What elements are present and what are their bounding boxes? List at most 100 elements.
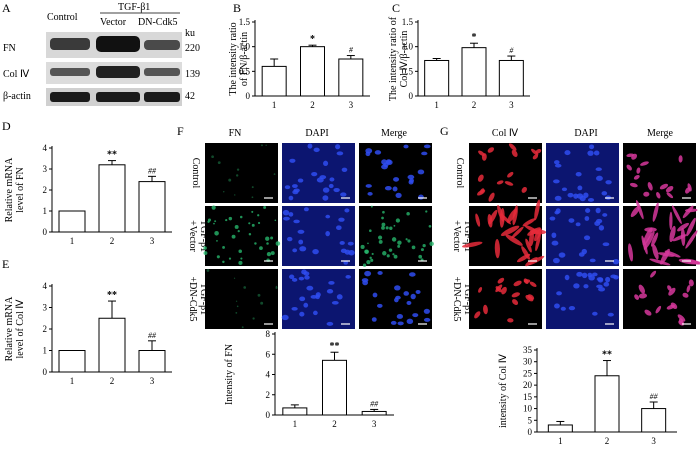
group-tgf-label: TGF-β1 bbox=[118, 2, 150, 13]
chart-b-xtick-label: 2 bbox=[310, 100, 315, 110]
chart-d-ytick-label: 2 bbox=[43, 185, 48, 195]
chart-e-bar bbox=[98, 317, 126, 373]
panel-b-label: B bbox=[233, 1, 241, 15]
chart-f-xtick-label: 1 bbox=[293, 419, 298, 429]
chart-f-bar bbox=[322, 359, 347, 416]
chart-d-xtick-label: 3 bbox=[150, 236, 155, 246]
micrograph bbox=[282, 206, 355, 266]
chart-b-ytick-label: 1.5 bbox=[239, 17, 251, 27]
chart-g-ylabel: intensity of Col Ⅳ bbox=[498, 353, 509, 428]
band-fn-size: 220 bbox=[185, 43, 200, 54]
chart-e-bar bbox=[58, 350, 86, 373]
chart-g-xtick-label: 1 bbox=[558, 436, 563, 444]
chart-g-ytick-label: 0 bbox=[528, 427, 533, 437]
chart-b-ytick-label: 0.5 bbox=[239, 66, 251, 76]
chart-d: 0 1 2 3 4 Relative mRNAlevel of FN 1 2 ** 3 ## bbox=[4, 143, 172, 246]
chart-c-xtick-label: 2 bbox=[472, 100, 477, 110]
chart-c-ytick-label: 1.5 bbox=[402, 17, 414, 27]
chart-f-bar bbox=[282, 407, 308, 416]
chart-g-ytick-label: 20 bbox=[523, 380, 533, 390]
chart-c-bar bbox=[498, 59, 524, 97]
chart-d-bar bbox=[138, 181, 166, 233]
micrograph bbox=[546, 206, 619, 266]
band-fn-label: FN bbox=[3, 43, 16, 54]
chart-e-xtick-label: 2 bbox=[110, 376, 115, 386]
chart-d-xtick-label: 2 bbox=[110, 236, 115, 246]
chart-b-significance: * bbox=[310, 34, 315, 45]
f-col-fn: FN bbox=[229, 128, 242, 139]
chart-c-ylabel: The intensity ratio ofCol Ⅳ/β-actin bbox=[388, 16, 410, 101]
chart-f-ytick-label: 4 bbox=[266, 370, 271, 380]
chart-f-xtick-label: 2 bbox=[332, 419, 337, 429]
g-col-col: Col Ⅳ bbox=[492, 128, 519, 139]
f-col-merge: Merge bbox=[381, 128, 407, 139]
blot-fn bbox=[46, 32, 182, 58]
blot-actin bbox=[46, 88, 182, 106]
chart-f-bar bbox=[361, 410, 387, 416]
chart-g-ytick-label: 35 bbox=[523, 345, 533, 355]
g-row-labels: Control TGF-β1+Vector TGF-β1+DN-Cdk5 bbox=[451, 158, 473, 322]
panel-a-label: A bbox=[2, 1, 11, 15]
chart-b-ytick-label: 0 bbox=[246, 91, 251, 101]
chart-f-ytick-label: 0 bbox=[266, 410, 271, 420]
row-label: TGF-β1+Vector bbox=[451, 220, 473, 253]
panel-f: F FN DAPI Merge Control TGF-β1+Vector TGF-… bbox=[177, 124, 434, 329]
chart-e-bar bbox=[138, 350, 166, 373]
group-vector-label: Vector bbox=[100, 17, 127, 28]
micrograph bbox=[546, 143, 619, 203]
chart-e-ytick-label: 3 bbox=[43, 303, 48, 313]
chart-g-significance: ## bbox=[650, 392, 659, 401]
chart-f-ytick-label: 2 bbox=[266, 390, 271, 400]
chart-g-ytick-label: 30 bbox=[523, 357, 533, 367]
panel-g: G Col Ⅳ DAPI Merge Control TGF-β1+Vector T… bbox=[440, 124, 700, 329]
chart-c-xtick-label: 1 bbox=[434, 100, 439, 110]
chart-c-ytick-label: 0 bbox=[409, 91, 414, 101]
f-col-dapi: DAPI bbox=[305, 128, 328, 139]
chart-e-ytick-label: 4 bbox=[43, 281, 48, 291]
chart-c-significance: * bbox=[472, 32, 477, 43]
chart-g-bar bbox=[594, 375, 620, 433]
row-label: TGF-β1+DN-Cdk5 bbox=[451, 276, 473, 321]
chart-e-significance: ## bbox=[148, 331, 157, 340]
chart-g-bar bbox=[547, 424, 573, 433]
chart-c-bar bbox=[461, 47, 487, 97]
chart-b-bar bbox=[300, 46, 325, 97]
micrograph bbox=[205, 206, 278, 266]
blot-col bbox=[46, 62, 182, 84]
row-label: TGF-β1+DN-Cdk5 bbox=[187, 276, 209, 321]
panel-e-label: E bbox=[2, 257, 9, 271]
micrograph bbox=[205, 269, 278, 329]
band-actin-size: 42 bbox=[185, 91, 195, 102]
chart-g-bar bbox=[641, 408, 667, 433]
chart-g-xtick-label: 2 bbox=[605, 436, 610, 444]
group-control-label: Control bbox=[47, 12, 78, 23]
chart-f-significance: ## bbox=[370, 399, 379, 408]
chart-e: 0 1 2 3 4 Relative mRNAlevel of Col Ⅳ 1 2 ** 3 ## bbox=[4, 281, 172, 386]
chart-f-ytick-label: 8 bbox=[266, 329, 271, 339]
panel-d-label: D bbox=[2, 119, 11, 133]
chart-d-significance: ** bbox=[107, 150, 117, 161]
chart-b-bar bbox=[261, 65, 287, 97]
chart-e-ytick-label: 1 bbox=[43, 346, 48, 356]
chart-g-ytick-label: 15 bbox=[523, 392, 533, 402]
panel-g-label: G bbox=[440, 124, 449, 138]
g-col-merge: Merge bbox=[647, 128, 673, 139]
chart-b-bar bbox=[338, 58, 364, 97]
chart-f-ytick-label: 6 bbox=[266, 349, 271, 359]
chart-d-ytick-label: 1 bbox=[43, 206, 48, 216]
panel-c-label: C bbox=[392, 1, 400, 15]
chart-d-bar bbox=[58, 210, 86, 233]
chart-d-ylabel: Relative mRNAlevel of FN bbox=[4, 157, 26, 222]
chart-d-xtick-label: 1 bbox=[70, 236, 75, 246]
row-label: Control bbox=[190, 158, 201, 189]
f-images bbox=[203, 143, 434, 329]
chart-e-ytick-label: 2 bbox=[43, 324, 48, 334]
chart-g-ytick-label: 5 bbox=[528, 415, 533, 425]
chart-g-significance: ** bbox=[602, 350, 612, 361]
chart-c-xtick-label: 3 bbox=[509, 100, 514, 110]
chart-d-ytick-label: 4 bbox=[43, 143, 48, 153]
band-actin-label: β-actin bbox=[3, 91, 31, 102]
